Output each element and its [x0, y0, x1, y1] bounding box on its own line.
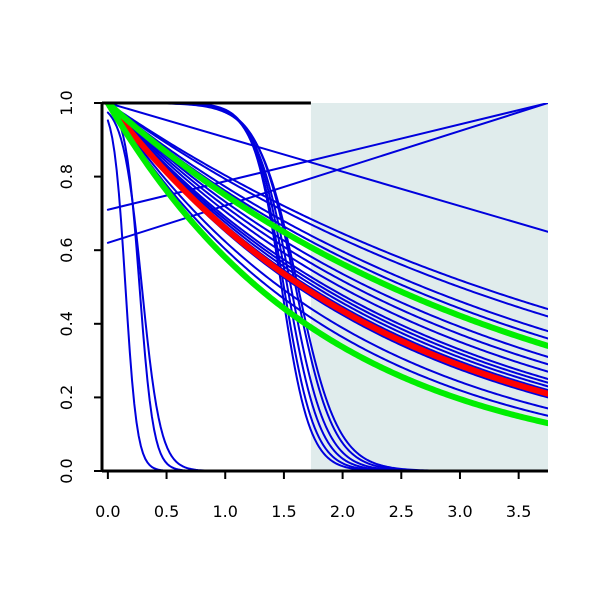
x-tick-label: 0.0	[95, 502, 120, 521]
series-line-3	[106, 103, 548, 311]
y-tick-label: 0.6	[57, 237, 76, 262]
y-tick-label: 0.4	[57, 311, 76, 336]
series-line-11	[106, 103, 548, 384]
y-tick-label: 0.8	[57, 164, 76, 189]
x-tick-label: 2.0	[330, 502, 355, 521]
x-tick-label: 2.5	[389, 502, 414, 521]
x-tick-label: 1.0	[213, 502, 238, 521]
axes-layer	[100, 101, 548, 473]
series-line-4	[106, 103, 548, 318]
shaded-region	[310, 103, 548, 471]
x-tick-label: 0.5	[154, 502, 179, 521]
series-line-19	[106, 111, 548, 471]
x-tick-label: 1.5	[271, 502, 296, 521]
series-line-16	[106, 103, 548, 417]
series-line-0	[106, 103, 548, 211]
series-line-26	[104, 103, 548, 397]
y-tick-label: 0.0	[57, 458, 76, 483]
y-tick-label: 1.0	[57, 90, 76, 115]
series-line-1	[106, 103, 548, 244]
series-line-2	[106, 103, 548, 233]
series-line-9	[106, 103, 548, 373]
series-line-7	[106, 103, 548, 358]
x-tick-label: 3.0	[447, 502, 472, 521]
series-line-12	[106, 103, 548, 388]
series-line-8	[106, 103, 548, 366]
ticks-layer: 0.0 0.5 1.0 1.5 2.0 2.5 3.0 3.5 0.0 0.2 0.4 0.6 0.8 1…	[57, 90, 531, 521]
x-tick-label: 3.5	[506, 502, 531, 521]
series-line-28	[104, 103, 548, 427]
series-line-27	[104, 103, 548, 349]
series-line-15	[106, 103, 548, 410]
series-line-10	[106, 103, 548, 380]
series-line-5	[106, 103, 548, 333]
y-tick-label: 0.2	[57, 385, 76, 410]
